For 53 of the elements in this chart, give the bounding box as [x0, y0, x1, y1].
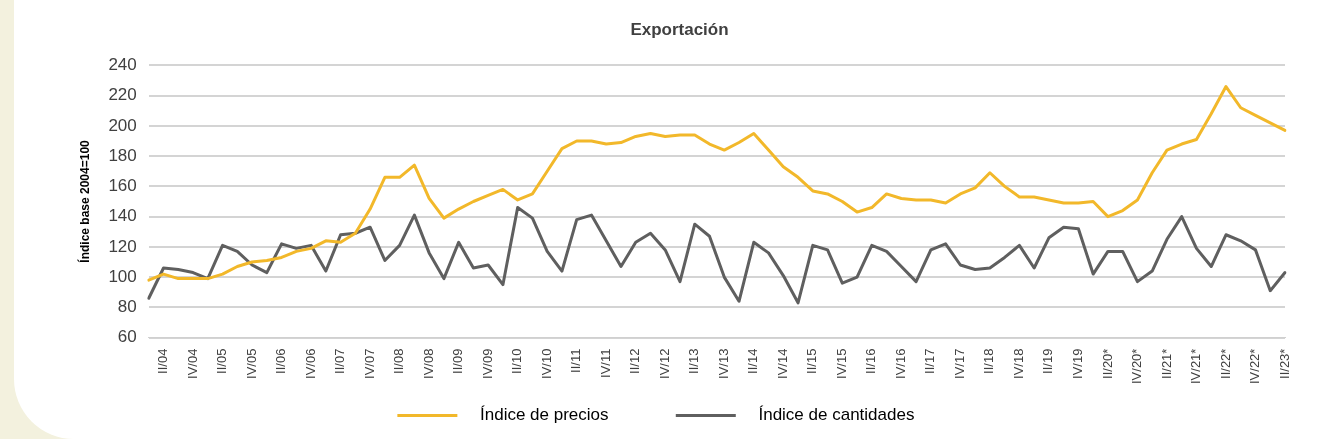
y-tick-label: 240	[108, 55, 137, 75]
x-tick-label: II/06	[273, 348, 289, 374]
y-tick-label: 180	[108, 145, 137, 165]
x-tick-label: II/11	[568, 348, 584, 373]
x-tick-label: II/04	[155, 348, 171, 374]
x-tick-label: II/18	[981, 348, 997, 374]
y-axis-title: Índice base 2004=100	[76, 139, 92, 263]
x-tick-label: IV/08	[420, 348, 436, 379]
chart-title: Exportación	[630, 19, 729, 39]
legend-label: Índice de cantidades	[744, 405, 962, 425]
x-tick-label: II/05	[214, 348, 230, 374]
x-tick-label: II/20*	[1099, 348, 1115, 379]
x-tick-label: II/12	[627, 348, 643, 374]
x-tick-label: IV/05	[243, 348, 259, 379]
x-tick-label: II/13	[686, 348, 702, 374]
x-tick-label: II/16	[863, 348, 879, 374]
x-tick-label: IV/11	[597, 348, 613, 378]
x-tick-label: IV/19	[1069, 348, 1085, 379]
x-tick-label: II/17	[922, 348, 938, 374]
x-tick-label: II/07	[332, 348, 348, 374]
x-tick-label: IV/16	[892, 348, 908, 379]
y-tick-label: 100	[108, 266, 137, 286]
x-tick-label: IV/22*	[1247, 348, 1263, 385]
x-tick-label: IV/14	[774, 348, 790, 379]
x-tick-label: II/08	[391, 348, 407, 374]
x-tick-label: II/22*	[1217, 348, 1233, 379]
x-tick-label: IV/13	[715, 348, 731, 379]
y-tick-label: 160	[108, 176, 137, 196]
x-tick-label: II/15	[804, 348, 820, 374]
x-tick-label: II/10	[509, 348, 525, 374]
x-tick-label: IV/21*	[1188, 348, 1204, 385]
y-tick-label: 200	[108, 115, 137, 135]
x-tick-label: IV/15	[833, 348, 849, 379]
x-tick-label: II/23*	[1276, 348, 1292, 379]
y-tick-label: 120	[108, 236, 137, 256]
x-tick-label: IV/04	[184, 348, 200, 379]
x-tick-label: II/09	[450, 348, 466, 374]
x-tick-label: II/19	[1040, 348, 1056, 374]
x-tick-label: II/21*	[1158, 348, 1174, 379]
x-tick-label: IV/20*	[1129, 348, 1145, 385]
x-tick-label: IV/12	[656, 348, 672, 379]
x-tick-label: II/14	[745, 348, 761, 374]
x-tick-label: IV/17	[951, 348, 967, 379]
x-tick-label: IV/07	[361, 348, 377, 379]
x-tick-label: IV/09	[479, 348, 495, 379]
x-tick-label: IV/06	[302, 348, 318, 379]
y-tick-label: 140	[108, 206, 137, 226]
legend-label: Índice de precios	[465, 405, 656, 425]
y-tick-label: 80	[117, 297, 137, 317]
x-tick-label: IV/18	[1010, 348, 1026, 379]
y-tick-label: 220	[108, 85, 137, 105]
x-tick-label: IV/10	[538, 348, 554, 379]
y-tick-label: 60	[117, 327, 137, 347]
